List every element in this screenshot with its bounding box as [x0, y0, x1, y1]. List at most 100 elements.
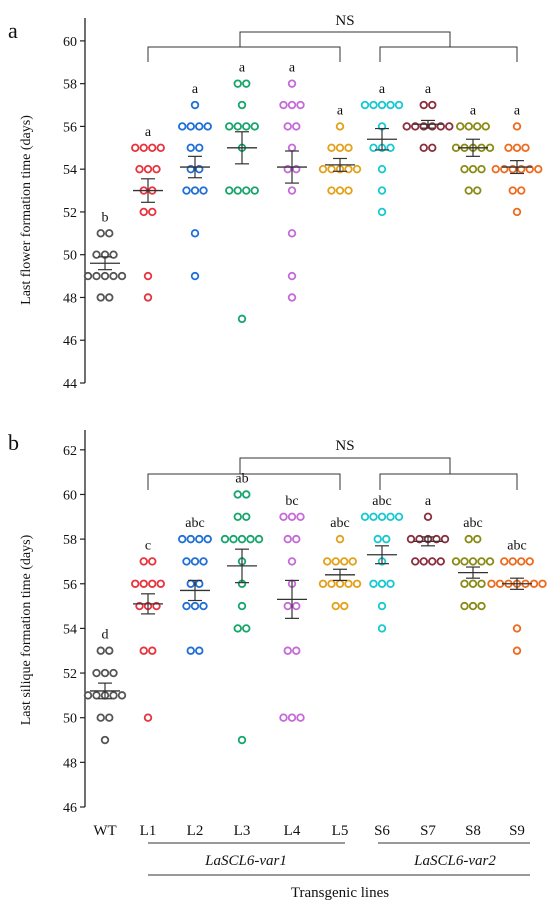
data-point [411, 122, 420, 131]
data-point [195, 579, 204, 588]
data-point [428, 557, 437, 566]
data-point [419, 557, 428, 566]
data-point [292, 122, 301, 131]
data-point [152, 601, 161, 611]
data-point [500, 164, 509, 174]
panel-b-brackets: NS [147, 438, 518, 490]
data-point [237, 100, 247, 110]
data-point [182, 601, 191, 611]
data-point [512, 122, 522, 131]
data-point [83, 691, 93, 700]
data-point [109, 271, 118, 281]
panel-b-ylabel: Last silique formation time (days) [19, 534, 34, 725]
data-point [369, 100, 378, 110]
group-L3: a [225, 61, 259, 324]
data-point [327, 579, 336, 588]
data-point [292, 164, 301, 174]
y-tick-label: 46 [63, 801, 77, 816]
data-point [178, 122, 187, 131]
x-tick-label: WT [93, 823, 116, 839]
data-point [538, 579, 547, 588]
data-point [246, 534, 255, 544]
data-point [190, 271, 200, 281]
data-point [428, 122, 437, 131]
data-point [190, 229, 200, 238]
y-tick-label: 54 [63, 622, 77, 637]
data-point [415, 534, 424, 544]
data-point [156, 579, 165, 588]
data-point [318, 579, 328, 588]
data-point [242, 122, 251, 131]
data-point [340, 601, 349, 611]
data-point [456, 122, 465, 131]
data-point [512, 646, 522, 655]
significance-letter: a [289, 61, 296, 76]
x-tick-label: L2 [187, 823, 204, 839]
data-point [233, 122, 242, 131]
data-point [292, 646, 301, 655]
data-point [131, 143, 140, 152]
data-point [92, 271, 101, 281]
group-S6: a [360, 82, 404, 217]
y-tick-label: 48 [63, 756, 77, 771]
significance-letter: ab [235, 471, 248, 486]
significance-letter: abc [463, 516, 482, 531]
data-point [233, 490, 242, 499]
data-point [105, 713, 114, 722]
data-point [186, 579, 195, 588]
data-point [386, 100, 395, 110]
data-point [105, 293, 114, 302]
bracket-var2-b [379, 473, 518, 490]
data-point [182, 186, 191, 195]
data-point [233, 624, 242, 633]
data-point [195, 164, 204, 174]
data-point [344, 164, 353, 174]
data-point [468, 579, 478, 588]
x-tick-label: S9 [509, 823, 525, 839]
data-point [382, 534, 391, 544]
data-point [327, 164, 336, 174]
data-point [369, 512, 378, 521]
data-point [143, 713, 153, 722]
data-point [508, 164, 517, 174]
data-point [352, 579, 362, 588]
data-point [242, 512, 251, 521]
data-point [508, 186, 517, 195]
data-point [109, 250, 118, 259]
data-point [460, 164, 469, 174]
group-S7: a [402, 82, 454, 152]
group-S9: abc [487, 538, 547, 655]
significance-letter: abc [372, 494, 391, 509]
significance-letter: a [239, 61, 246, 76]
bracket-var1-b [147, 473, 341, 490]
data-point [148, 207, 157, 217]
data-point [335, 122, 345, 131]
data-point [139, 579, 148, 588]
x-tick-label: S7 [420, 823, 436, 839]
data-point [100, 271, 110, 281]
bracket-top-b [239, 457, 451, 474]
data-point [296, 713, 305, 722]
y-tick-label: 54 [63, 163, 77, 178]
data-point [233, 186, 242, 195]
significance-letter: a [425, 494, 432, 509]
data-point [96, 293, 105, 302]
data-point [318, 164, 328, 174]
data-point [468, 601, 478, 611]
significance-letter: abc [185, 516, 204, 531]
panel-b-xlabel: Transgenic lines [291, 885, 389, 901]
panel-b-data: d c abc ab bc abc abc a abc abc [83, 471, 547, 745]
data-point [242, 186, 251, 195]
group-S6: abc [360, 494, 404, 633]
data-point [296, 100, 305, 110]
y-tick-label: 60 [63, 35, 77, 50]
data-point [377, 186, 387, 195]
data-point [411, 557, 420, 566]
y-tick-label: 50 [63, 249, 77, 264]
data-point [445, 122, 454, 131]
data-point [96, 713, 105, 722]
data-point [100, 668, 110, 678]
data-point [468, 557, 478, 566]
data-point [287, 79, 297, 88]
